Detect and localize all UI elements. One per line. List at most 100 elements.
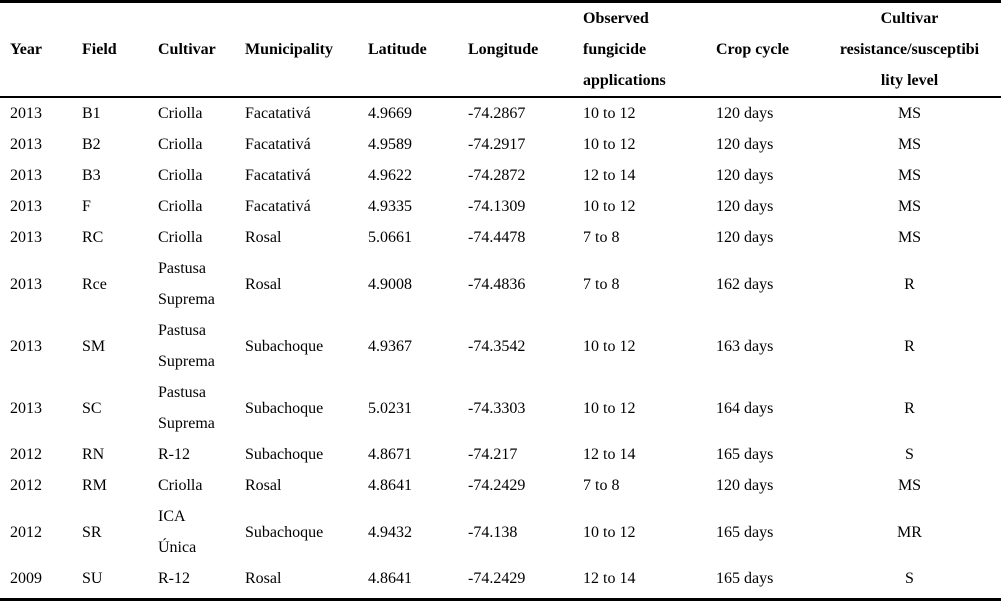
cell-municipality: Facatativá	[245, 105, 311, 122]
cell-crop-cycle: 165 days	[716, 523, 774, 541]
cell-resistance-level: MS	[897, 167, 922, 184]
cell-latitude: 5.0231	[368, 399, 412, 417]
cell-longitude: -74.2429	[468, 570, 526, 587]
cell-cultivar: Criolla	[158, 229, 203, 246]
cell-cultivar: ICA Única	[158, 508, 197, 556]
cell-field: SC	[82, 399, 102, 417]
cell-crop-cycle: 165 days	[716, 570, 774, 587]
cell-municipality: Subachoque	[245, 337, 324, 355]
cell-fungicide-applications: 10 to 12	[583, 337, 636, 355]
cell-fungicide-applications: 10 to 12	[583, 105, 636, 122]
table-row: 2013 RC Criolla Rosal 5.0661 -74.4478 7 …	[0, 222, 1001, 253]
cell-latitude: 4.8671	[368, 446, 412, 463]
cell-municipality: Subachoque	[245, 399, 324, 417]
cell-resistance-level: MS	[897, 477, 922, 494]
cell-resistance-level: MR	[897, 523, 922, 541]
cell-crop-cycle: 162 days	[716, 275, 774, 293]
cell-fungicide-applications: 12 to 14	[583, 446, 636, 463]
cell-field: SM	[82, 337, 106, 355]
cell-cultivar: Criolla	[158, 198, 203, 215]
cell-longitude: -74.1309	[468, 198, 526, 215]
cell-field: B3	[82, 167, 101, 184]
cell-latitude: 4.9622	[368, 167, 412, 184]
cell-longitude: -74.3542	[468, 337, 526, 355]
cell-latitude: 4.9669	[368, 105, 412, 122]
cell-field: Rce	[82, 275, 107, 293]
column-header-municipality: Municipality	[235, 1, 358, 98]
cell-year: 2013	[10, 337, 42, 355]
table-row: 2013 SM Pastusa Suprema Subachoque 4.936…	[0, 315, 1001, 377]
cell-cultivar: Criolla	[158, 167, 203, 184]
header-row: Year Field Cultivar Municipality Latitud…	[0, 1, 1001, 98]
column-header-longitude: Longitude	[458, 1, 573, 98]
cell-cultivar: R-12	[158, 570, 190, 587]
table-header: Year Field Cultivar Municipality Latitud…	[0, 1, 1001, 98]
cell-cultivar: Criolla	[158, 477, 203, 494]
cell-cultivar: Pastusa Suprema	[158, 322, 215, 370]
cell-year: 2013	[10, 198, 42, 215]
cell-municipality: Facatativá	[245, 167, 311, 184]
cell-field: SU	[82, 570, 103, 587]
cell-longitude: -74.4836	[468, 275, 526, 293]
cell-fungicide-applications: 12 to 14	[583, 570, 636, 587]
cell-year: 2012	[10, 446, 42, 463]
cell-fungicide-applications: 7 to 8	[583, 477, 620, 494]
table-row: 2012 RN R-12 Subachoque 4.8671 -74.217 1…	[0, 439, 1001, 470]
cell-latitude: 4.9335	[368, 198, 412, 215]
cell-longitude: -74.2429	[468, 477, 526, 494]
cell-municipality: Subachoque	[245, 523, 324, 541]
cell-crop-cycle: 165 days	[716, 446, 774, 463]
cell-fungicide-applications: 10 to 12	[583, 198, 636, 215]
cell-crop-cycle: 163 days	[716, 337, 774, 355]
column-header-resistance-level: Cultivar resistance/susceptibi lity leve…	[818, 1, 1001, 98]
column-header-crop-cycle: Crop cycle	[706, 1, 818, 98]
cell-latitude: 5.0661	[368, 229, 412, 246]
cell-latitude: 4.9432	[368, 523, 412, 541]
cell-longitude: -74.217	[468, 446, 518, 463]
cell-year: 2013	[10, 399, 42, 417]
cell-longitude: -74.2872	[468, 167, 526, 184]
table-row: 2013 B2 Criolla Facatativá 4.9589 -74.29…	[0, 129, 1001, 160]
cell-fungicide-applications: 10 to 12	[583, 399, 636, 417]
cell-year: 2013	[10, 275, 42, 293]
table-row: 2013 B3 Criolla Facatativá 4.9622 -74.28…	[0, 160, 1001, 191]
cell-fungicide-applications: 7 to 8	[583, 229, 620, 246]
cell-cultivar: Criolla	[158, 136, 203, 153]
cell-municipality: Subachoque	[245, 446, 324, 463]
cell-field: B2	[82, 136, 101, 153]
column-header-fungicide-applications: Observed fungicide applications	[573, 1, 706, 98]
cell-municipality: Rosal	[245, 275, 282, 293]
column-header-year: Year	[0, 1, 72, 98]
cell-crop-cycle: 120 days	[716, 477, 774, 494]
table-row: 2012 RM Criolla Rosal 4.8641 -74.2429 7 …	[0, 470, 1001, 501]
cell-cultivar: Pastusa Suprema	[158, 384, 215, 432]
cell-municipality: Rosal	[245, 477, 282, 494]
cell-field: F	[82, 198, 91, 215]
cell-field: RM	[82, 477, 107, 494]
cell-crop-cycle: 120 days	[716, 229, 774, 246]
cell-resistance-level: MS	[897, 105, 922, 122]
bottom-rule-spacer	[0, 594, 1001, 600]
cell-longitude: -74.2917	[468, 136, 526, 153]
cell-year: 2013	[10, 105, 42, 122]
cell-cultivar: Pastusa Suprema	[158, 260, 215, 308]
cell-year: 2013	[10, 229, 42, 246]
cell-resistance-level: R	[904, 275, 915, 293]
cell-latitude: 4.9589	[368, 136, 412, 153]
table-row: 2013 F Criolla Facatativá 4.9335 -74.130…	[0, 191, 1001, 222]
column-header-cultivar: Cultivar	[148, 1, 235, 98]
cell-field: RC	[82, 229, 104, 246]
cell-cultivar: Criolla	[158, 105, 203, 122]
cell-latitude: 4.9008	[368, 275, 412, 293]
cell-crop-cycle: 120 days	[716, 167, 774, 184]
cell-longitude: -74.3303	[468, 399, 526, 417]
cell-resistance-level: MS	[897, 198, 922, 215]
cell-crop-cycle: 164 days	[716, 399, 774, 417]
cell-year: 2012	[10, 477, 42, 494]
cell-latitude: 4.8641	[368, 570, 412, 587]
table-row: 2013 Rce Pastusa Suprema Rosal 4.9008 -7…	[0, 253, 1001, 315]
cell-resistance-level: MS	[897, 229, 922, 246]
cell-field: B1	[82, 105, 101, 122]
cell-crop-cycle: 120 days	[716, 198, 774, 215]
